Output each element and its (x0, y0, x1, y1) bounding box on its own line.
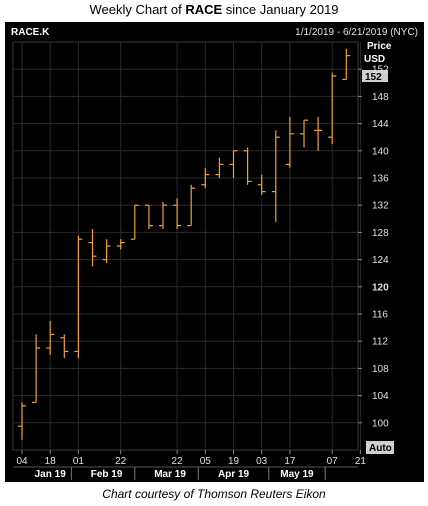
ohlc-bar (271, 130, 280, 223)
ohlc-bar (60, 334, 69, 359)
ohlc-bar (46, 320, 55, 355)
ohlc-bar (243, 147, 252, 185)
ohlc-bar (32, 334, 41, 403)
x-tick-label: 18 (45, 456, 57, 467)
title-prefix: Weekly Chart of (89, 2, 186, 17)
ohlc-bar (201, 167, 210, 189)
auto-button[interactable] (366, 441, 394, 454)
date-range-label: 1/1/2019 - 6/21/2019 (NYC) (295, 27, 418, 38)
ohlc-chart: RACE.K 1/1/2019 - 6/21/2019 (NYC) Price … (11, 27, 418, 480)
x-tick-label: 03 (256, 456, 268, 467)
x-tick-label: 07 (327, 456, 339, 467)
ohlc-bar (116, 239, 125, 250)
x-tick-label: 22 (115, 456, 127, 467)
month-label: May 19 (280, 469, 314, 480)
symbol-label: RACE.K (11, 27, 50, 38)
y-tick-label: 100 (372, 418, 389, 429)
caption: Chart courtesy of Thomson Reuters Eikon (102, 487, 326, 501)
last-price-label: 152 (365, 72, 382, 83)
x-tick-label: 01 (73, 456, 85, 467)
x-tick-label: 05 (200, 456, 212, 467)
title-ticker: RACE (185, 2, 223, 17)
y-tick-label: 148 (372, 92, 389, 103)
x-tick-label: 22 (172, 456, 184, 467)
ohlc-bar (159, 201, 167, 229)
title-suffix: since January 2019 (222, 2, 339, 17)
price-label: Price (367, 41, 392, 52)
y-tick-label: 124 (372, 255, 389, 266)
axis-layer: RACE.K 1/1/2019 - 6/21/2019 (NYC) Price … (11, 27, 418, 480)
y-tick-label: 144 (372, 119, 389, 130)
x-tick-label: 17 (284, 456, 296, 467)
ohlc-bar (130, 204, 139, 240)
y-tick-label: 140 (372, 146, 389, 157)
y-tick-label: 116 (372, 310, 388, 321)
currency-label: USD (364, 54, 385, 65)
ohlc-bar (285, 116, 294, 168)
chart-title: Weekly Chart of RACE since January 2019 (0, 2, 428, 17)
ohlc-bar (187, 184, 196, 227)
plot-border (12, 41, 359, 451)
ohlc-bar (342, 48, 351, 81)
y-tick-label: 108 (372, 364, 389, 375)
last-price-box (362, 70, 388, 82)
grid-layer (12, 41, 361, 451)
ohlc-bar (102, 239, 111, 263)
ohlc-bar (173, 198, 182, 229)
chart-panel: RACE.K 1/1/2019 - 6/21/2019 (NYC) Price … (5, 22, 424, 482)
y-tick-label: 132 (372, 201, 389, 212)
auto-label: Auto (369, 443, 392, 454)
y-tick-label: 136 (372, 174, 389, 185)
month-label: Feb 19 (91, 469, 123, 480)
y-tick-label: 128 (372, 228, 389, 239)
bars-layer (18, 48, 351, 440)
ohlc-bar (74, 235, 83, 359)
month-label: Mar 19 (154, 469, 186, 480)
x-tick-label: 21 (355, 456, 367, 467)
ohlc-bar (144, 204, 153, 229)
y-tick-label: 120 (372, 282, 389, 293)
month-label: Jan 19 (35, 469, 67, 480)
ohlc-bar (314, 116, 323, 151)
ohlc-bar (215, 157, 224, 178)
y-tick-label: 112 (372, 337, 388, 348)
ohlc-bar (18, 402, 26, 440)
y-tick-label: 104 (372, 391, 389, 402)
y-tick-label: 152 (372, 65, 389, 76)
x-tick-label: 04 (16, 456, 28, 467)
ohlc-bar (88, 229, 97, 267)
month-label: Apr 19 (218, 469, 250, 480)
x-tick-label: 19 (228, 456, 240, 467)
ohlc-bar (328, 72, 337, 144)
ohlc-bar (257, 174, 266, 195)
ohlc-bar (300, 119, 308, 148)
ohlc-bar (229, 150, 238, 178)
